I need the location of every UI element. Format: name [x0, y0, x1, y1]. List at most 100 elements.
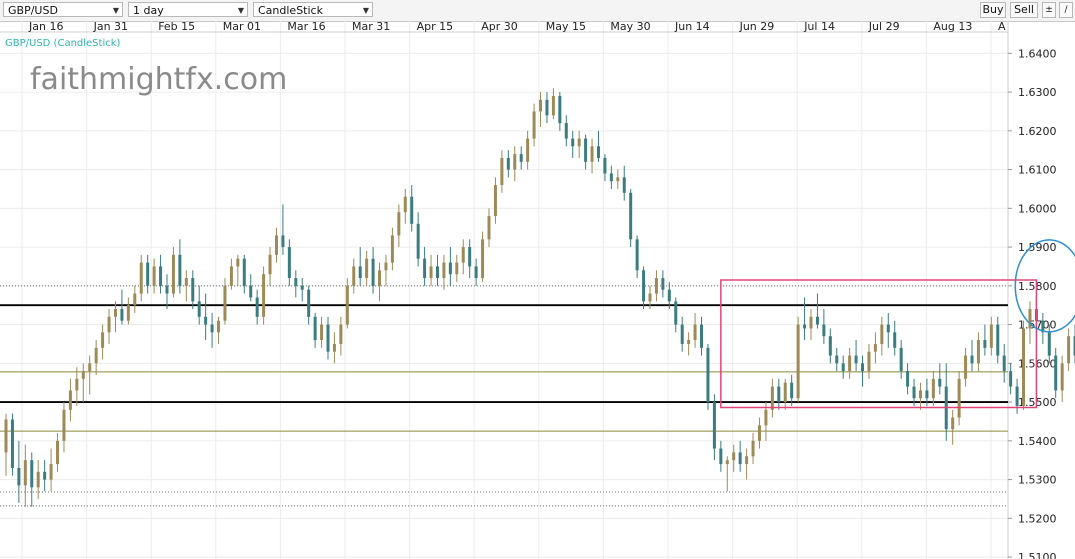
candle-body: [1073, 336, 1075, 356]
candle: [989, 316, 993, 356]
x-tick-label: Apr 15: [417, 21, 454, 33]
candle-body: [951, 417, 955, 430]
candle-body: [146, 262, 150, 286]
candle-body: [262, 274, 266, 317]
candle: [706, 343, 710, 410]
candle: [513, 146, 517, 182]
x-tick-label: Mar 01: [223, 21, 261, 33]
candle: [951, 409, 955, 445]
candle: [551, 88, 555, 120]
candle-body: [745, 456, 749, 465]
candle-body: [539, 99, 543, 112]
candle: [873, 332, 877, 364]
candle-body: [223, 285, 227, 321]
candle-body: [113, 309, 117, 317]
candle-body: [94, 347, 98, 364]
candle: [1028, 301, 1032, 344]
candle: [1067, 328, 1071, 372]
candle: [809, 309, 813, 341]
candle: [532, 103, 536, 147]
candle: [1054, 347, 1058, 399]
candle-body: [880, 324, 884, 344]
candle-body: [577, 138, 581, 147]
candle-body: [564, 123, 568, 139]
symbol-select[interactable]: GBP/USD ▼: [3, 2, 123, 17]
candle-body: [397, 212, 401, 236]
candle-body: [687, 340, 691, 344]
candle-body: [590, 146, 594, 162]
candle-body: [513, 154, 517, 170]
draw-line-icon[interactable]: ∕: [1059, 2, 1073, 18]
candle-body: [320, 324, 324, 341]
candle: [539, 92, 543, 127]
candle-body: [75, 378, 79, 391]
price-tool-icon[interactable]: ±: [1042, 2, 1056, 18]
candle-body: [81, 371, 85, 379]
candle: [339, 316, 343, 356]
candle-body: [23, 460, 27, 486]
candle-body: [236, 258, 240, 267]
candle-body: [229, 266, 233, 286]
candle: [75, 367, 79, 406]
candle-body: [912, 386, 916, 399]
candle-body: [738, 452, 742, 465]
candle: [712, 394, 716, 461]
candle: [642, 266, 646, 310]
candle-body: [1028, 309, 1032, 329]
candle: [255, 289, 259, 325]
candle: [17, 440, 21, 503]
candle: [217, 316, 221, 344]
candle-body: [1067, 336, 1071, 364]
candle: [448, 247, 452, 286]
candle-body: [152, 266, 156, 286]
chart-type-select[interactable]: CandleStick ▼: [253, 2, 373, 17]
buy-button[interactable]: Buy: [980, 2, 1006, 18]
candle-body: [719, 448, 723, 465]
y-tick-label: 1.6100: [1018, 164, 1057, 177]
sell-button[interactable]: Sell: [1010, 2, 1038, 18]
candle: [287, 239, 291, 286]
chart-grid: [0, 21, 1008, 559]
candle: [590, 138, 594, 174]
candle-body: [732, 452, 736, 461]
candle: [159, 254, 163, 294]
candle: [365, 250, 369, 286]
y-tick-label: 1.5400: [1018, 435, 1057, 448]
candle-body: [693, 324, 697, 341]
candle: [326, 316, 330, 360]
candle-body: [796, 324, 800, 399]
candle: [680, 316, 684, 352]
candle: [23, 444, 27, 507]
candle: [1073, 324, 1075, 364]
candle: [455, 254, 459, 282]
price-chart[interactable]: Jan 16 Jan 31 Feb 15 Mar 01 Mar 16 Mar 31 Apr …: [0, 21, 1075, 559]
candle-body: [255, 297, 259, 317]
candle-body: [107, 316, 111, 333]
candle: [596, 130, 600, 162]
x-tick-label: Aug 13: [933, 21, 972, 33]
y-tick-label: 1.5500: [1018, 396, 1057, 409]
candle-body: [609, 173, 613, 182]
chevron-down-icon: ▼: [362, 6, 369, 15]
candle: [1009, 363, 1013, 395]
x-tick-label: Jan 31: [93, 21, 128, 33]
candle: [674, 297, 678, 333]
interval-select[interactable]: 1 day ▼: [128, 2, 248, 17]
candle: [500, 150, 504, 193]
candle: [94, 340, 98, 375]
x-tick-label: Jun 14: [674, 21, 710, 33]
candle-body: [10, 419, 14, 468]
candle-body: [1054, 355, 1058, 391]
candle: [700, 316, 704, 356]
candle-body: [712, 402, 716, 449]
candle-body: [777, 386, 781, 403]
candle-body: [423, 258, 427, 279]
candle: [925, 378, 929, 406]
candle-body: [268, 254, 272, 275]
candle-body: [493, 185, 497, 217]
candle-body: [667, 289, 671, 302]
candle: [249, 274, 253, 302]
candle-body: [822, 324, 826, 337]
candle-body: [725, 460, 729, 465]
candle: [378, 262, 382, 302]
